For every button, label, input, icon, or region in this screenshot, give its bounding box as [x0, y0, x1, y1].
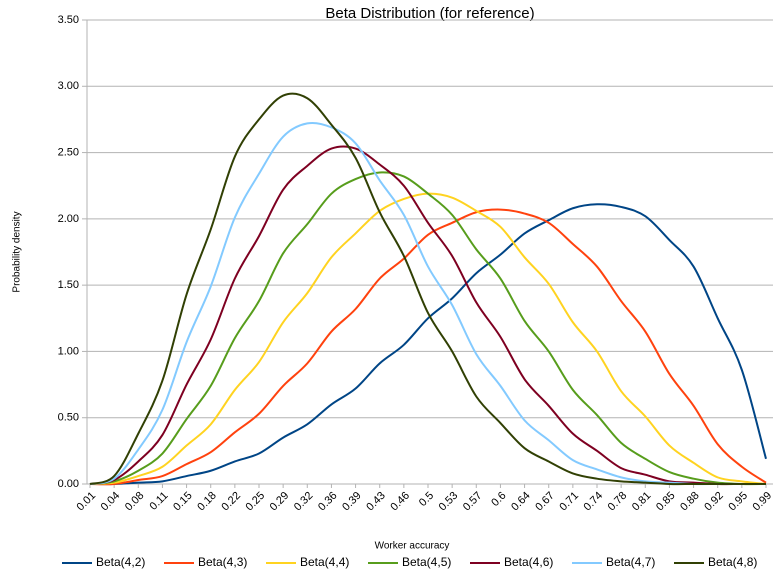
x-tick-label: 0.99 — [751, 490, 775, 514]
x-tick-label: 0.78 — [606, 490, 630, 514]
y-tick-label: 2.00 — [58, 213, 79, 225]
legend-label: Beta(4,5) — [402, 555, 451, 569]
series-line — [89, 121, 766, 486]
x-tick-label: 0.92 — [702, 490, 726, 514]
y-tick-label: 0.50 — [58, 412, 79, 424]
x-tick-label: 0.29 — [268, 490, 292, 514]
series-line — [89, 192, 767, 485]
x-tick-label: 0.5 — [417, 490, 436, 509]
x-tick-label: 0.25 — [244, 490, 268, 514]
x-tick-label: 0.11 — [148, 490, 171, 513]
y-tick-label: 3.50 — [58, 14, 79, 26]
x-tick-label: 0.01 — [75, 490, 99, 514]
legend-label: Beta(4,7) — [606, 555, 655, 569]
y-tick-label: 1.50 — [58, 279, 79, 291]
x-tick-label: 0.04 — [99, 490, 123, 514]
x-tick-label: 0.88 — [678, 490, 702, 514]
legend-label: Beta(4,3) — [198, 555, 247, 569]
series-line — [89, 171, 767, 486]
series-line — [89, 208, 767, 486]
legend-label: Beta(4,2) — [96, 555, 145, 569]
y-tick-label: 1.00 — [58, 345, 79, 357]
x-tick-label: 0.53 — [437, 490, 461, 514]
x-tick-label: 0.85 — [654, 490, 678, 514]
x-tick-label: 0.81 — [630, 490, 654, 514]
x-tick-label: 0.36 — [316, 490, 340, 514]
x-tick-label: 0.22 — [219, 490, 243, 514]
x-tick-label: 0.71 — [557, 490, 581, 514]
y-tick-label: 2.50 — [58, 146, 79, 158]
x-tick-label: 0.18 — [195, 490, 219, 514]
y-tick-label: 0.00 — [58, 478, 79, 490]
x-tick-label: 0.46 — [388, 490, 412, 514]
x-tick-label: 0.57 — [461, 490, 485, 514]
legend-label: Beta(4,6) — [504, 555, 553, 569]
legend-label: Beta(4,4) — [300, 555, 349, 569]
x-axis-title: Worker accuracy — [375, 541, 450, 552]
x-tick-label: 0.32 — [292, 490, 316, 514]
x-tick-label: 0.39 — [340, 490, 364, 514]
x-tick-label: 0.67 — [533, 490, 557, 514]
x-tick-label: 0.95 — [726, 490, 750, 514]
y-tick-label: 3.00 — [58, 80, 79, 92]
series-line — [89, 203, 767, 486]
chart-title: Beta Distribution (for reference) — [325, 5, 534, 22]
x-tick-label: 0.6 — [489, 490, 508, 509]
x-tick-label: 0.08 — [123, 490, 147, 514]
x-tick-label: 0.15 — [171, 490, 195, 514]
legend-label: Beta(4,8) — [708, 555, 757, 569]
series-line — [89, 92, 766, 486]
series-line — [89, 145, 766, 486]
y-axis-title: Probability density — [12, 211, 23, 292]
x-tick-label: 0.43 — [364, 490, 388, 514]
x-tick-label: 0.64 — [509, 490, 533, 514]
x-tick-label: 0.74 — [582, 490, 606, 514]
